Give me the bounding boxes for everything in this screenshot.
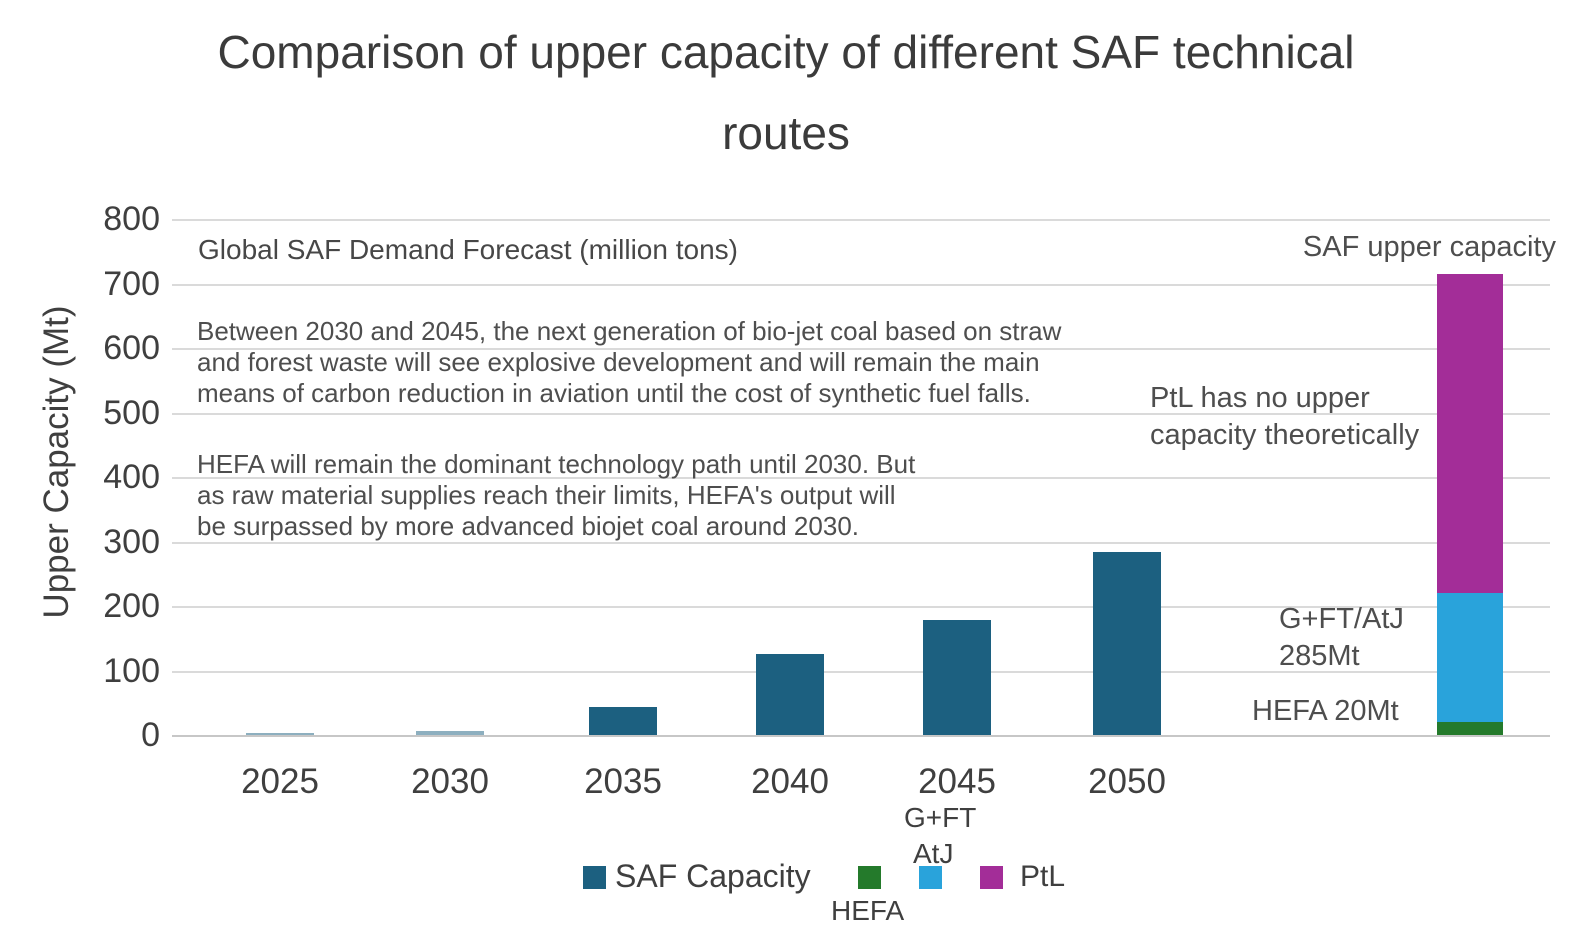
y-gridline-600 — [172, 348, 1550, 350]
y-gridline-400 — [172, 477, 1550, 479]
legend-label-saf-capacity: SAF Capacity — [615, 858, 811, 894]
stacked-segment-ptl — [1437, 273, 1503, 594]
saf-capacity-bar-2025 — [246, 733, 314, 735]
saf-capacity-bar-2030 — [416, 731, 484, 735]
stacked-segment-hefa — [1437, 722, 1503, 735]
annotation-forecast-heading: Global SAF Demand Forecast (million tons… — [198, 234, 738, 265]
annotation-ptl-no-upper-capacity: PtL has no upper capacity theoretically — [1150, 382, 1420, 451]
y-gridline-200 — [172, 606, 1550, 608]
y-tick-label-800: 800 — [103, 200, 160, 238]
y-tick-label-300: 300 — [103, 522, 160, 561]
x-axis-line — [172, 735, 1550, 737]
annotation-gft-atj-285mt: G+FT/AtJ 285Mt — [1279, 603, 1404, 672]
y-tick-label-700: 700 — [103, 264, 160, 303]
y-tick-label-500: 500 — [103, 393, 160, 432]
legend-label-ptl: PtL — [1020, 860, 1066, 893]
saf-capacity-bar-2050 — [1093, 552, 1161, 735]
legend-swatch-hefa — [858, 866, 881, 889]
legend-swatch-ptl — [980, 866, 1003, 889]
chart-title: Comparison of upper capacity of differen… — [217, 26, 1355, 159]
x-tick-label-2045: 2045 — [918, 762, 996, 801]
y-gridline-800 — [172, 219, 1550, 221]
x-tick-label-2050: 2050 — [1088, 762, 1166, 801]
y-tick-label-100: 100 — [103, 651, 160, 690]
legend-label-atj: AtJ — [913, 838, 954, 869]
legend-swatch-saf-capacity — [583, 866, 606, 889]
annotation-hefa-20mt: HEFA 20Mt — [1252, 695, 1399, 727]
stacked-segment-g-ft-atj — [1437, 593, 1503, 723]
annotation-paragraph-hefa: HEFA will remain the dominant technology… — [197, 449, 916, 541]
y-gridline-700 — [172, 283, 1550, 286]
y-gridline-500 — [172, 412, 1550, 415]
legend-swatch-gft-atj — [919, 866, 942, 889]
saf-capacity-bar-2045 — [923, 620, 991, 735]
y-tick-label-600: 600 — [103, 329, 160, 367]
x-tick-label-2040: 2040 — [751, 762, 829, 801]
x-tick-label-2025: 2025 — [241, 762, 319, 801]
annotation-saf-upper-capacity: SAF upper capacity — [1302, 231, 1556, 263]
y-tick-label-200: 200 — [103, 587, 160, 625]
saf-capacity-bar-2035 — [589, 707, 657, 735]
x-tick-label-2030: 2030 — [411, 762, 489, 801]
x-tick-label-2035: 2035 — [584, 762, 662, 801]
saf-capacity-bar-2040 — [756, 654, 824, 735]
y-gridline-100 — [172, 670, 1550, 673]
annotation-paragraph-biojet: Between 2030 and 2045, the next generati… — [197, 316, 1062, 408]
y-gridline-300 — [172, 541, 1550, 544]
legend-label-hefa: HEFA — [831, 895, 905, 926]
y-tick-label-400: 400 — [103, 458, 160, 496]
legend-label-gft: G+FT — [904, 802, 977, 833]
y-tick-label-0: 0 — [141, 716, 160, 754]
